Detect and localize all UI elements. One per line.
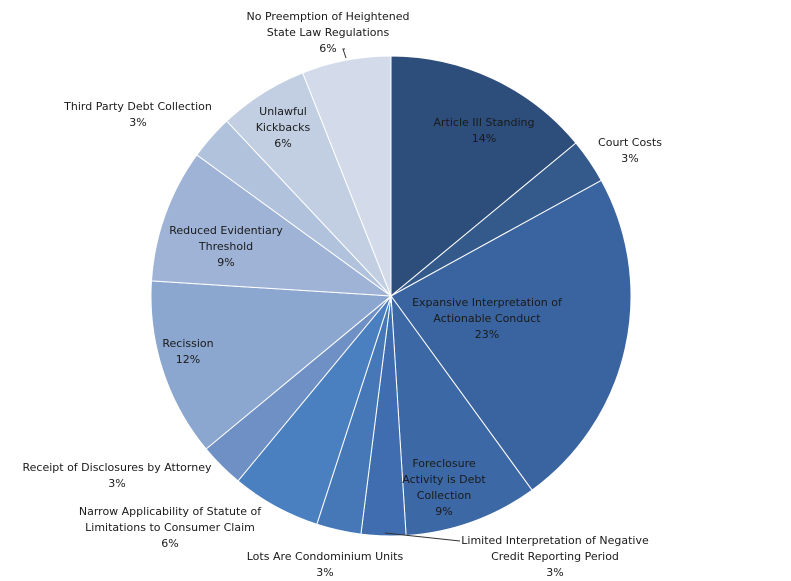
slice-label-line: Limitations to Consumer Claim xyxy=(85,521,255,534)
pie-slice-no-preemption-of-heightened-state-law-regulations xyxy=(302,55,392,297)
slice-label-line: Narrow Applicability of Statute of xyxy=(79,505,262,518)
slice-label-line: Lots Are Condominium Units xyxy=(247,550,404,563)
slice-percent: 9% xyxy=(435,505,452,518)
slice-label: Unlawful Kickbacks 6% xyxy=(256,105,311,150)
pie-slice-recission xyxy=(150,280,393,450)
leader-line xyxy=(342,48,347,59)
slice-label: Article III Standing 14% xyxy=(433,116,534,145)
slice-label-line: Expansive Interpretation of xyxy=(412,296,563,309)
slice-label: Limited Interpretation of Negative Credit… xyxy=(461,534,649,579)
pie-slice-expansive-interpretation-of-actionable-conduct xyxy=(390,179,632,491)
slice-labels: Article III Standing 14% Court Costs 3% Expa… xyxy=(22,10,662,579)
slice-percent: 23% xyxy=(475,328,499,341)
slice-label-line: Threshold xyxy=(198,240,253,253)
slice-percent: 3% xyxy=(108,477,125,490)
slice-percent: 3% xyxy=(546,566,563,579)
slice-label: Foreclosure Activity is Debt Collection 9% xyxy=(402,457,486,518)
slice-label: Recission 12% xyxy=(162,337,213,366)
slice-label-line: Article III Standing xyxy=(433,116,534,129)
leader-lines xyxy=(342,48,461,542)
slice-percent: 3% xyxy=(621,152,638,165)
pie-slice-foreclosure-activity-is-debt-collection xyxy=(390,294,533,537)
slice-label-line: Collection xyxy=(417,489,471,502)
slice-percent: 3% xyxy=(316,566,333,579)
slice-label: Expansive Interpretation of Actionable Co… xyxy=(412,296,563,341)
pie-slice-article-iii-standing xyxy=(390,55,577,298)
slice-label: Lots Are Condominium Units 3% xyxy=(247,550,404,579)
slice-label-line: Credit Reporting Period xyxy=(491,550,619,563)
slice-label-line: Third Party Debt Collection xyxy=(63,100,212,113)
pie-slice-reduced-evidentiary-threshold xyxy=(150,154,393,297)
slice-label: Third Party Debt Collection 3% xyxy=(63,100,212,129)
slice-label-line: Limited Interpretation of Negative xyxy=(461,534,649,547)
slice-percent: 9% xyxy=(217,256,234,269)
slice-label: No Preemption of Heightened State Law Reg… xyxy=(247,10,410,55)
slice-label-line: Reduced Evidentiary xyxy=(169,224,283,237)
slice-label-line: Unlawful xyxy=(259,105,307,118)
slice-percent: 6% xyxy=(274,137,291,150)
leader-line xyxy=(384,532,461,542)
slice-label-line: Court Costs xyxy=(598,136,662,149)
slice-label: Court Costs 3% xyxy=(598,136,662,165)
slice-percent: 6% xyxy=(319,42,336,55)
slice-label-line: No Preemption of Heightened xyxy=(247,10,410,23)
slice-label-line: Kickbacks xyxy=(256,121,311,134)
slice-percent: 12% xyxy=(176,353,200,366)
slice-label-line: Foreclosure xyxy=(412,457,476,470)
slice-percent: 14% xyxy=(472,132,496,145)
slice-percent: 3% xyxy=(129,116,146,129)
slice-label: Receipt of Disclosures by Attorney 3% xyxy=(22,461,211,490)
slice-percent: 6% xyxy=(161,537,178,550)
slice-label-line: Recission xyxy=(162,337,213,350)
slice-label: Narrow Applicability of Statute of Limita… xyxy=(79,505,262,550)
slice-label-line: Activity is Debt xyxy=(402,473,486,486)
slice-label-line: Receipt of Disclosures by Attorney xyxy=(22,461,211,474)
slice-label-line: State Law Regulations xyxy=(267,26,390,39)
slice-label: Reduced Evidentiary Threshold 9% xyxy=(169,224,283,269)
pie-slices xyxy=(150,55,632,537)
slice-label-line: Actionable Conduct xyxy=(433,312,541,325)
